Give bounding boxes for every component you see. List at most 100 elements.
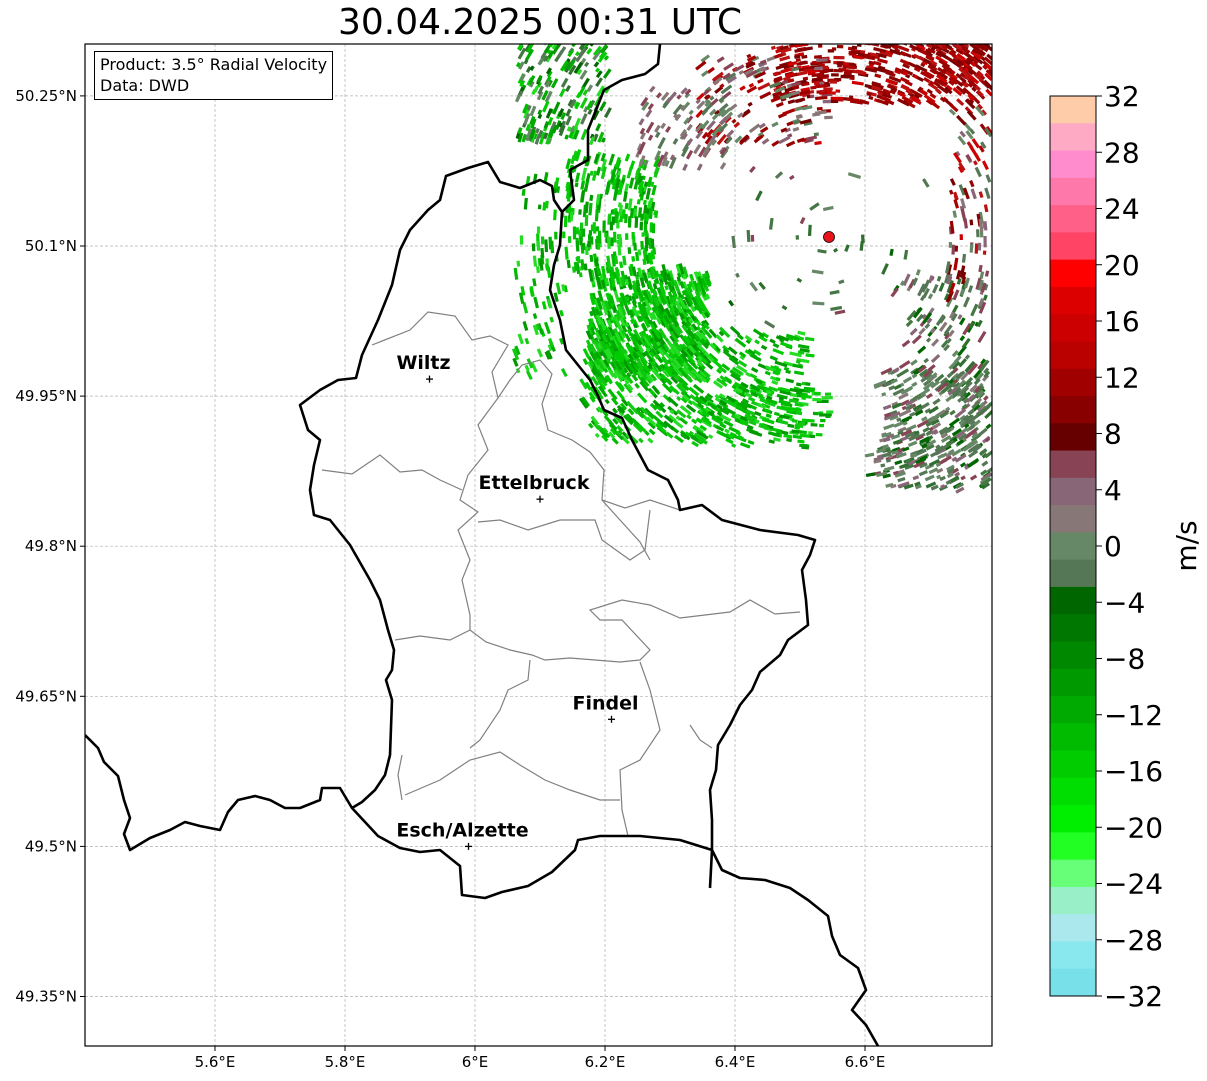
- echo-pixel: [784, 127, 791, 133]
- echo-pixel: [956, 439, 965, 446]
- echo-pixel: [923, 357, 930, 364]
- echo-pixel: [842, 65, 856, 70]
- echo-pixel: [695, 130, 704, 140]
- echo-pixel: [706, 66, 715, 74]
- echo-pixel: [925, 430, 932, 437]
- echo-pixel: [830, 96, 844, 101]
- echo-pixel: [814, 54, 822, 59]
- echo-pixel: [635, 340, 645, 353]
- echo-pixel: [694, 303, 704, 315]
- echo-pixel: [873, 46, 886, 53]
- echo-pixel: [543, 171, 549, 184]
- echo-pixel: [702, 370, 711, 379]
- echo-pixel: [871, 7, 877, 11]
- echo-pixel: [636, 362, 645, 372]
- echo-pixel: [958, 317, 966, 326]
- echo-pixel: [922, 380, 935, 391]
- echo-pixel: [961, 253, 967, 263]
- echo-pixel: [791, 418, 798, 424]
- echo-pixel: [544, 80, 551, 88]
- echo-pixel: [712, 71, 724, 81]
- echo-pixel: [774, 86, 786, 94]
- echo-pixel: [621, 397, 629, 407]
- echo-pixel: [525, 370, 533, 380]
- echo-pixel: [917, 365, 927, 373]
- echo-pixel: [716, 404, 723, 410]
- echo-pixel: [613, 316, 622, 330]
- echo-pixel: [964, 423, 970, 429]
- echo-pixel: [704, 329, 713, 339]
- echo-pixel: [934, 373, 945, 383]
- echo-pixel: [731, 443, 737, 448]
- echo-pixel: [914, 484, 922, 490]
- echo-pixel: [644, 237, 649, 249]
- echo-pixel: [746, 53, 752, 59]
- echo-pixel: [983, 370, 991, 379]
- echo-pixel: [704, 94, 711, 101]
- echo-pixel: [890, 44, 900, 46]
- echo-pixel: [617, 297, 623, 303]
- echo-pixel: [963, 66, 970, 73]
- echo-pixel: [679, 280, 685, 289]
- echo-pixel: [923, 77, 931, 83]
- echo-pixel: [595, 314, 603, 325]
- echo-pixel: [938, 282, 945, 292]
- echo-pixel: [951, 448, 962, 457]
- echo-pixel: [969, 384, 978, 393]
- echo-pixel: [945, 479, 952, 485]
- echo-pixel: [708, 328, 718, 339]
- echo-pixel: [648, 207, 653, 215]
- echo-pixel: [716, 133, 727, 146]
- echo-pixel: [908, 433, 920, 441]
- echo-pixel: [536, 74, 543, 83]
- echo-pixel: [515, 61, 521, 68]
- echo-pixel: [617, 244, 622, 256]
- echo-pixel: [765, 413, 772, 419]
- echo-pixel: [976, 389, 985, 398]
- echo-pixel: [605, 357, 612, 365]
- echo-pixel: [955, 482, 965, 490]
- echo-pixel: [729, 103, 738, 111]
- echo-pixel: [734, 413, 741, 420]
- echo-pixel: [745, 339, 751, 345]
- echo-pixel: [857, 4, 863, 8]
- echo-pixel: [639, 221, 644, 231]
- echo-pixel: [939, 410, 949, 419]
- echo-pixel: [819, 413, 832, 417]
- echo-pixel: [811, 39, 822, 43]
- echo-pixel: [983, 221, 988, 231]
- echo-pixel: [657, 313, 664, 321]
- echo-pixel: [584, 381, 592, 391]
- echo-pixel: [809, 202, 820, 211]
- echo-pixel: [701, 131, 709, 140]
- product-label: Product: 3.5° Radial Velocity: [100, 55, 328, 74]
- echo-pixel: [834, 309, 846, 315]
- echo-pixel: [674, 113, 682, 122]
- lon-tick-label: 6.2°E: [585, 1053, 626, 1071]
- echo-pixel: [765, 389, 772, 395]
- echo-pixel: [595, 226, 600, 232]
- echo-pixel: [665, 274, 671, 281]
- echo-pixel: [755, 190, 763, 202]
- echo-pixel: [592, 364, 602, 377]
- echo-pixel: [962, 187, 970, 200]
- echo-pixel: [974, 166, 982, 178]
- echo-pixel: [957, 165, 964, 174]
- echo-pixel: [731, 366, 743, 375]
- echo-pixel: [945, 261, 951, 274]
- colorbar-tick-label: −16: [1104, 755, 1163, 788]
- echo-pixel: [883, 414, 894, 421]
- echo-pixel: [913, 53, 925, 62]
- echo-pixel: [686, 325, 692, 332]
- echo-pixel: [603, 55, 610, 61]
- echo-pixel: [595, 193, 601, 205]
- echo-pixel: [758, 423, 770, 431]
- echo-pixel: [595, 376, 603, 385]
- echo-pixel: [807, 224, 812, 237]
- echo-pixel: [623, 414, 634, 426]
- echo-pixel: [593, 422, 601, 431]
- echo-pixel: [725, 437, 734, 445]
- echo-pixel: [586, 84, 594, 93]
- echo-pixel: [787, 60, 798, 67]
